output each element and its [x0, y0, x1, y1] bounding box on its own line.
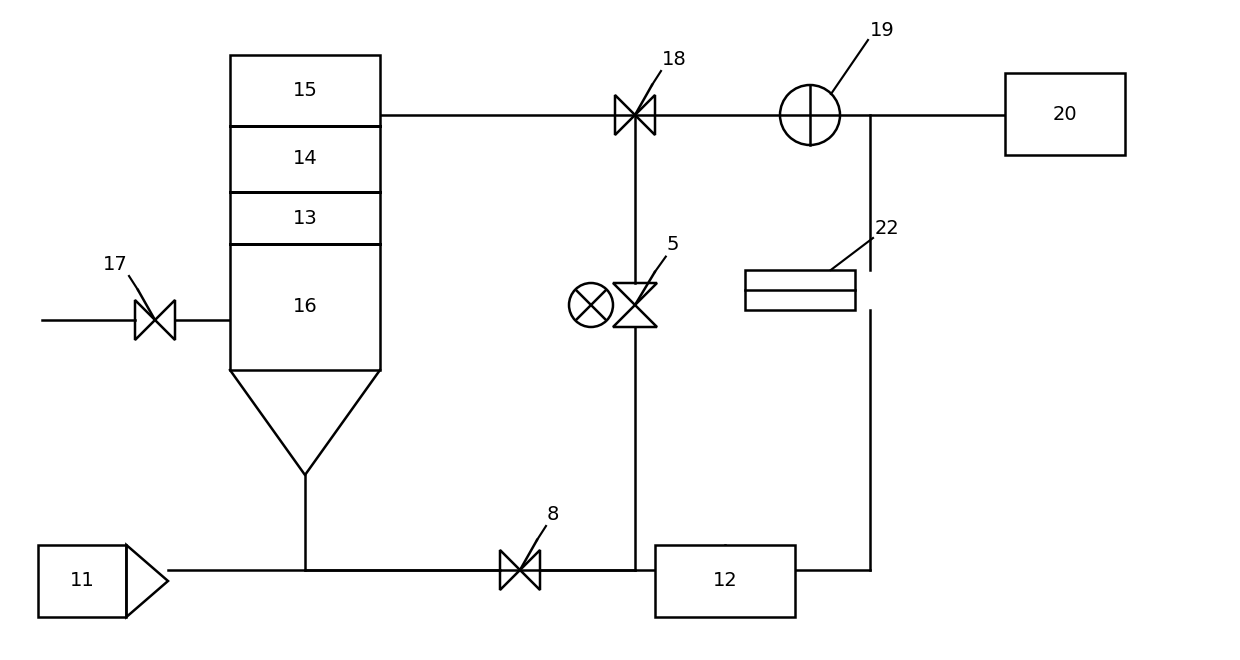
- Text: 11: 11: [69, 572, 94, 591]
- Text: 22: 22: [875, 219, 900, 238]
- Text: 12: 12: [713, 572, 738, 591]
- Bar: [655, 545, 795, 617]
- Text: 15: 15: [293, 81, 317, 100]
- Text: 5: 5: [667, 236, 680, 254]
- Bar: [229, 55, 379, 370]
- Text: 8: 8: [547, 505, 559, 524]
- Bar: [745, 270, 856, 310]
- Text: 19: 19: [870, 21, 895, 40]
- Text: 14: 14: [293, 149, 317, 168]
- Text: 17: 17: [103, 255, 128, 274]
- Text: 13: 13: [293, 209, 317, 228]
- Text: 18: 18: [662, 50, 687, 69]
- Bar: [38, 545, 126, 617]
- Text: 16: 16: [293, 298, 317, 317]
- Bar: [1004, 73, 1125, 155]
- Text: 20: 20: [1053, 104, 1078, 123]
